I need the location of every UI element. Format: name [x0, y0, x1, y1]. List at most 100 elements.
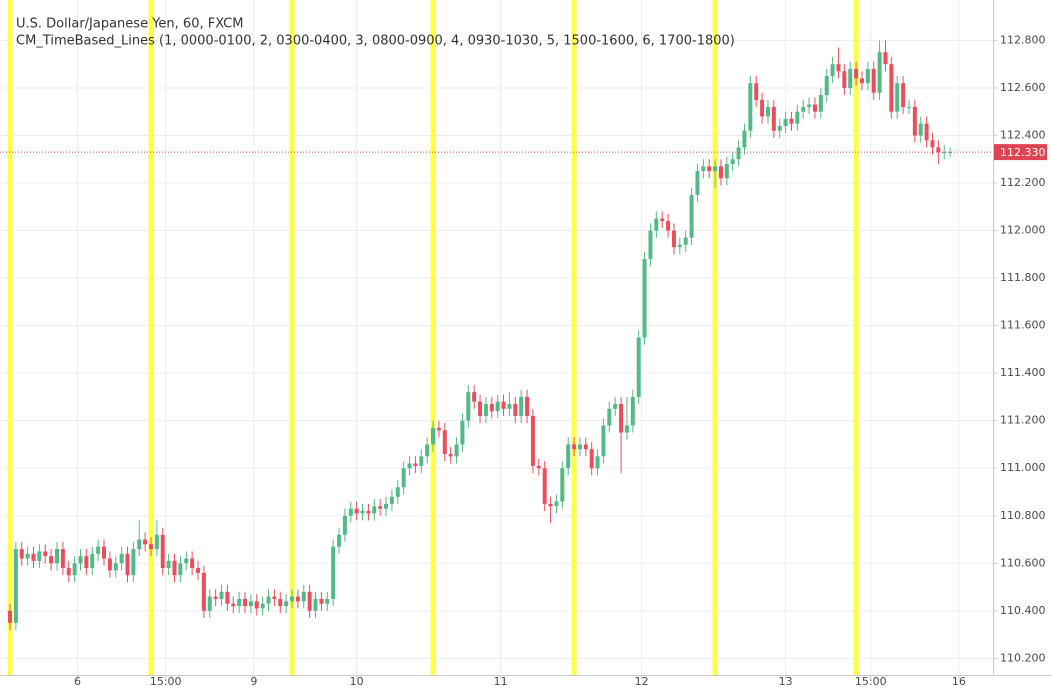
candle-body: [454, 444, 459, 457]
candle-body: [771, 106, 776, 131]
candle-body: [525, 396, 530, 416]
candle-body: [677, 244, 682, 248]
candle-body: [595, 456, 600, 469]
candle-body: [37, 551, 42, 561]
candle-body: [213, 596, 218, 599]
candle-body: [384, 503, 389, 509]
candle-body: [119, 553, 124, 564]
candle-body: [419, 456, 424, 466]
candle-body: [13, 549, 18, 623]
candle-body: [301, 591, 306, 602]
y-tick-label: 111.600: [1000, 319, 1046, 332]
candle-body: [724, 163, 729, 179]
candle-body: [96, 546, 101, 554]
candle-body: [865, 68, 870, 84]
candle-body: [895, 83, 900, 112]
candle-body: [201, 572, 206, 611]
candle-body: [196, 568, 201, 573]
candle-body: [313, 598, 318, 611]
candle-body: [589, 449, 594, 469]
candle-body: [319, 598, 324, 604]
candle-body: [66, 568, 71, 576]
candle-body: [401, 468, 406, 488]
candle-body: [460, 420, 465, 445]
candle-body: [777, 125, 782, 131]
candle-body: [501, 401, 506, 409]
x-tick-label: 11: [494, 675, 508, 688]
candle-body: [883, 52, 888, 65]
candle-body: [425, 444, 430, 457]
y-tick-label: 112.000: [1000, 224, 1046, 237]
candle-body: [930, 140, 935, 148]
candle-body: [583, 444, 588, 450]
candle-body: [707, 166, 712, 172]
candle-body: [413, 463, 418, 466]
candle-body: [272, 596, 277, 599]
candle-body: [630, 396, 635, 426]
candle-body: [519, 396, 524, 416]
candle-body: [325, 598, 330, 604]
candle-body: [113, 563, 118, 571]
candle-body: [765, 106, 770, 117]
candle-body: [90, 553, 95, 569]
candle-body: [19, 549, 24, 559]
candle-body: [877, 52, 882, 93]
candle-body: [601, 425, 606, 457]
candle-body: [407, 463, 412, 469]
candle-body: [25, 553, 30, 559]
candle-body: [448, 453, 453, 457]
candle-body: [248, 601, 253, 607]
candle-body: [736, 147, 741, 160]
candle-body: [237, 598, 242, 607]
candle-body: [72, 563, 77, 576]
candle-body: [143, 539, 148, 545]
candle-body: [754, 83, 759, 100]
y-tick-label: 112.800: [1000, 33, 1046, 46]
candle-body: [495, 401, 500, 412]
candle-body: [125, 553, 130, 576]
candle-body: [548, 503, 553, 507]
candle-body: [854, 68, 859, 79]
candle-body: [948, 152, 953, 154]
candle-body: [431, 427, 436, 445]
candle-body: [577, 444, 582, 450]
candle-body: [31, 553, 36, 561]
y-tick-label: 110.600: [1000, 556, 1046, 569]
candle-body: [290, 596, 295, 602]
candle-body: [689, 194, 694, 238]
candle-body: [642, 259, 647, 338]
candle-body: [149, 544, 154, 550]
candle-body: [243, 598, 248, 607]
indicator-label: CM_TimeBased_Lines (1, 0000-0100, 2, 030…: [16, 34, 735, 49]
candle-body: [307, 591, 312, 611]
candle-body: [7, 610, 12, 623]
candle-body: [360, 511, 365, 514]
candle-body: [619, 404, 624, 433]
candle-body: [207, 596, 212, 611]
candle-body: [466, 392, 471, 421]
y-tick-label: 112.600: [1000, 81, 1046, 94]
x-tick-label: 6: [74, 675, 81, 688]
candle-body: [859, 78, 864, 84]
x-tick-label: 12: [635, 675, 649, 688]
candle-body: [478, 401, 483, 416]
candle-body: [918, 123, 923, 136]
candle-body: [378, 506, 383, 509]
candle-body: [172, 560, 177, 576]
candle-body: [624, 425, 629, 433]
candle-body: [78, 556, 83, 564]
candle-body: [337, 534, 342, 547]
candle-body: [818, 95, 823, 112]
candle-body: [742, 130, 747, 148]
candle-body: [889, 64, 894, 112]
candle-body: [254, 601, 259, 609]
candle-body: [683, 237, 688, 245]
x-tick-label: 15:00: [855, 675, 887, 688]
candle-body: [848, 68, 853, 88]
candle-body: [572, 444, 577, 450]
candle-body: [701, 166, 706, 172]
candle-body: [695, 171, 700, 195]
x-tick-label: 13: [779, 675, 793, 688]
candle-body: [60, 549, 65, 569]
